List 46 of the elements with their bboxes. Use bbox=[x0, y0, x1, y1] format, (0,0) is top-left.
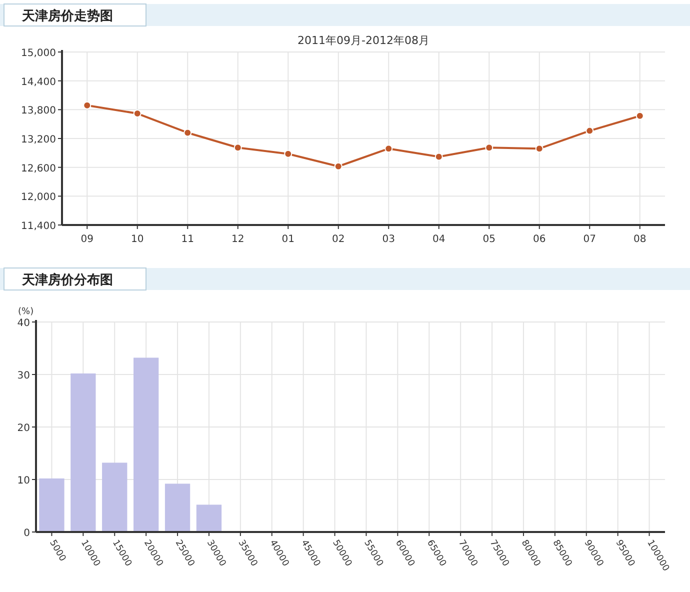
point bbox=[485, 144, 494, 152]
x-tick-label: 11 bbox=[181, 234, 194, 245]
point bbox=[184, 128, 192, 137]
bar bbox=[133, 358, 159, 532]
chart-title: 天津房价分布图 bbox=[21, 272, 113, 288]
y-tick-label: 20 bbox=[17, 423, 30, 434]
x-tick-label: 01 bbox=[282, 234, 294, 245]
point bbox=[83, 101, 92, 110]
bar bbox=[70, 373, 96, 532]
point bbox=[133, 110, 142, 118]
y-tick-label: 0 bbox=[24, 528, 30, 539]
x-tick-label: 02 bbox=[332, 234, 345, 245]
y-axis-title: (%) bbox=[18, 307, 34, 317]
y-tick-label: 14,400 bbox=[21, 76, 56, 88]
x-tick-label: 03 bbox=[382, 234, 395, 245]
chart-subtitle: 2011年09月-2012年08月 bbox=[298, 34, 430, 47]
point bbox=[535, 144, 544, 153]
chart-title: 天津房价走势图 bbox=[21, 8, 113, 24]
y-tick-label: 12,000 bbox=[21, 192, 56, 204]
point bbox=[636, 112, 644, 120]
point bbox=[284, 150, 292, 158]
y-tick-label: 12,600 bbox=[21, 163, 56, 174]
point bbox=[334, 162, 342, 170]
y-tick-label: 30 bbox=[17, 370, 30, 382]
point bbox=[384, 144, 393, 153]
bar bbox=[196, 504, 222, 532]
y-tick-label: 10 bbox=[17, 476, 30, 486]
y-tick-label: 15,000 bbox=[21, 48, 56, 59]
y-tick-label: 13,200 bbox=[21, 134, 56, 146]
point bbox=[434, 152, 443, 161]
x-tick-label: 08 bbox=[634, 234, 646, 245]
x-tick-label: 10 bbox=[131, 234, 144, 245]
bar bbox=[39, 478, 64, 532]
x-tick-label: 07 bbox=[583, 234, 596, 245]
y-tick-label: 11,400 bbox=[21, 221, 56, 232]
y-tick-label: 13,800 bbox=[21, 106, 56, 117]
x-tick-label: 09 bbox=[80, 234, 94, 245]
x-tick-label: 12 bbox=[232, 234, 244, 245]
point bbox=[586, 126, 594, 135]
x-tick-label: 06 bbox=[533, 234, 546, 245]
bar bbox=[164, 484, 190, 532]
point bbox=[234, 144, 242, 152]
x-tick-label: 05 bbox=[482, 234, 496, 245]
y-tick-label: 40 bbox=[17, 318, 30, 329]
bar bbox=[102, 462, 128, 532]
x-tick-label: 04 bbox=[432, 234, 446, 245]
